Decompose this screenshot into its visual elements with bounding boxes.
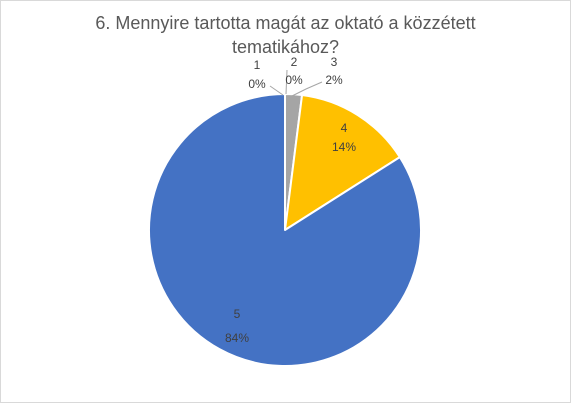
slice-category-label-2: 2: [291, 55, 298, 69]
slice-value-label-1: 0%: [248, 77, 266, 91]
slice-category-label-1: 1: [254, 58, 261, 72]
slice-value-label-4: 14%: [332, 140, 356, 154]
chart-title-line-1: 6. Mennyire tartotta magát az oktató a k…: [95, 13, 476, 33]
pie-slices: [148, 92, 422, 367]
slice-value-label-2: 0%: [285, 73, 303, 87]
slice-value-label-3: 2%: [325, 73, 343, 87]
leader-line-2: [285, 69, 288, 95]
slice-category-label-5: 5: [234, 307, 241, 321]
chart-title-line-2: tematikához?: [231, 37, 340, 57]
slice-category-label-4: 4: [341, 121, 348, 135]
chart-title: 6. Mennyire tartotta magát az oktató a k…: [0, 11, 571, 59]
leader-line-1: [269, 85, 284, 96]
data-labels: 1 0% 2 0% 3 2% 4 14% 5 84%: [225, 55, 356, 345]
pie-slice-4: [284, 94, 401, 231]
leader-line-3: [291, 81, 323, 97]
leader-lines: [269, 69, 323, 97]
slice-value-label-5: 84%: [225, 331, 249, 345]
pie-slice-5: [148, 93, 422, 367]
slice-category-label-3: 3: [331, 55, 338, 69]
